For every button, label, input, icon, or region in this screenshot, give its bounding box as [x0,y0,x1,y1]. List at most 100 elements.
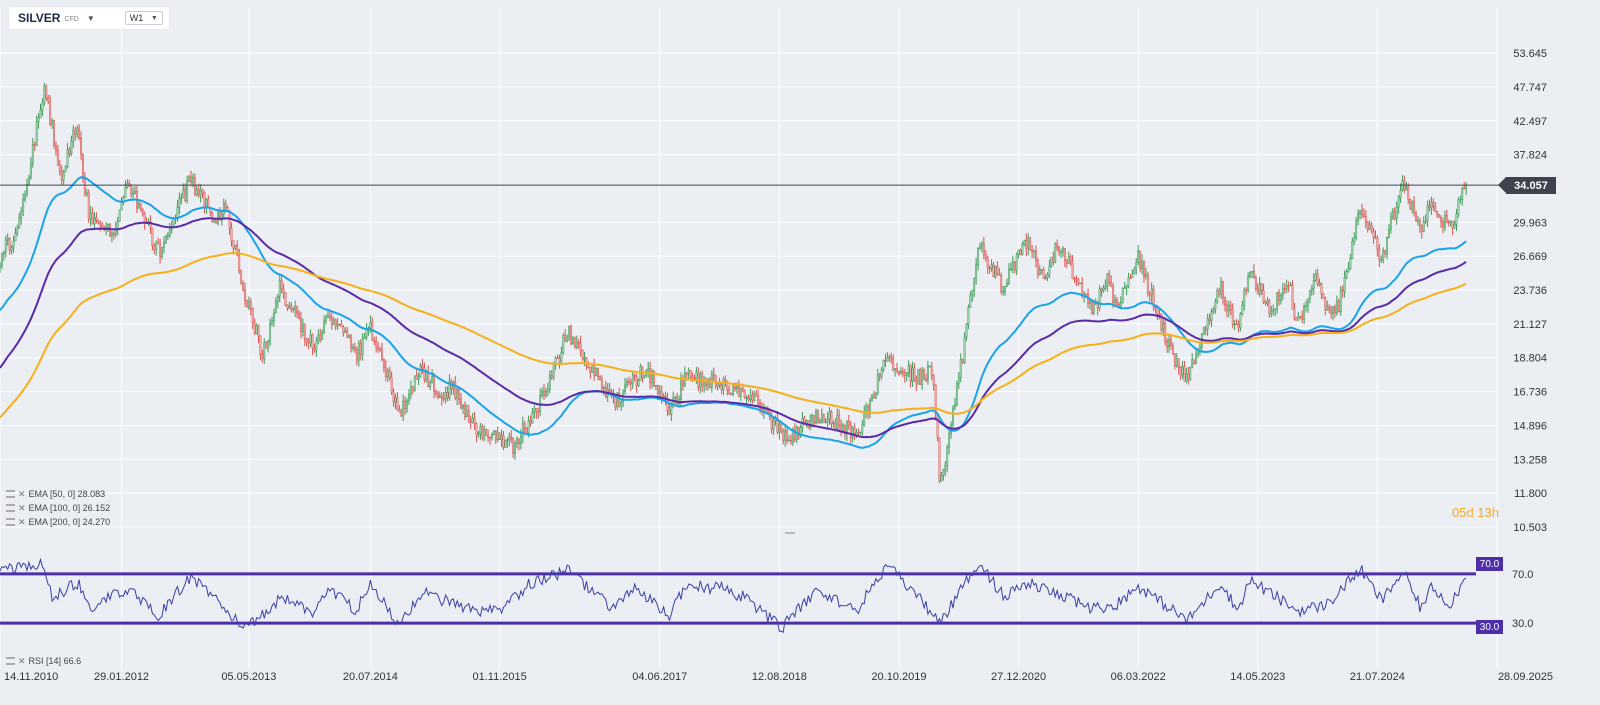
candle-body [494,431,497,441]
candle-body [1065,259,1068,264]
legend-ema-50[interactable]: ✕ EMA [50, 0] 28.083 [6,488,108,500]
candle-body [220,214,223,221]
candle-body [375,341,378,348]
candle-body [637,379,640,386]
rsi-level-30-tag: 30.0 [1476,620,1503,634]
candle-body [253,322,256,334]
candle-body [323,320,326,333]
candle-body [188,176,191,182]
candle-body [1258,283,1261,295]
settings-icon[interactable] [6,504,15,512]
candle-body [101,224,104,228]
candle-body [550,375,553,378]
legend-ema-100[interactable]: ✕ EMA [100, 0] 26.152 [6,502,113,514]
close-icon[interactable]: ✕ [18,488,26,499]
close-icon[interactable]: ✕ [18,516,26,527]
x-tick-label: 12.08.2018 [752,671,807,683]
chevron-down-icon[interactable]: ▼ [86,13,95,23]
candle-body [365,329,368,338]
candle-body [1150,288,1153,296]
candle-body [386,370,389,378]
candle-body [1033,250,1035,253]
candle-body [317,334,320,342]
candle-body [1193,359,1196,364]
candle-body [294,306,297,310]
settings-icon[interactable] [6,657,15,665]
candle-body [83,178,86,195]
candle-body [1416,220,1419,222]
candle-body [1326,306,1329,311]
candle-body [1320,282,1323,295]
candle-body [1019,249,1022,256]
candle-body [261,354,264,360]
candle-body [923,370,926,380]
candle-body [1058,246,1061,253]
candle-body [811,415,814,422]
legend-rsi[interactable]: ✕ RSI [14] 66.6 [6,655,84,667]
candle-body [1443,215,1446,228]
candle-body [1156,307,1159,315]
candle-body [558,357,561,363]
chevron-down-icon: ▼ [150,14,158,22]
candle-body [1025,240,1028,249]
candle-body [276,296,279,303]
candle-body [251,308,254,323]
candle-body [218,212,221,221]
candle-body [527,420,530,434]
close-icon[interactable]: ✕ [18,502,26,513]
candle-body [965,323,968,338]
candle-body [689,370,692,378]
settings-icon[interactable] [6,518,15,526]
candle-body [544,390,547,396]
candle-body [680,379,682,400]
candle-body [475,423,478,436]
candle-body [548,375,551,391]
candle-body [1007,269,1010,284]
candle-body [824,421,827,423]
candle-body [29,163,32,178]
settings-icon[interactable] [6,490,15,498]
candle-body [820,414,823,421]
candle-body [159,243,162,257]
symbol-name[interactable]: SILVER [18,11,61,25]
candle-body [284,292,287,306]
candle-body [332,319,335,325]
candle-body [1283,288,1286,290]
candle-body [838,415,841,426]
rsi-line [0,557,1467,634]
candle-body [440,395,443,399]
candle-body [994,265,997,278]
candlestick-series [0,82,1468,484]
candle-body [907,365,910,374]
candle-body [712,373,715,376]
timeframe-select[interactable]: W1 ▼ [124,11,163,25]
legend-ema-200[interactable]: ✕ EMA [200, 0] 24.270 [6,516,113,528]
candle-body [1135,262,1138,270]
candle-body [76,127,79,135]
candle-body [290,305,293,310]
candle-body [1287,285,1290,287]
candle-body [1295,317,1298,321]
candle-body [1056,243,1059,248]
candle-body [1171,345,1174,355]
candle-body [238,254,241,271]
candle-body [1121,287,1124,303]
candle-body [292,308,295,311]
y-tick-label: 13.258 [1513,454,1547,466]
close-icon[interactable]: ✕ [18,655,26,666]
candle-body [1046,274,1049,278]
candle-body [1243,289,1246,306]
candle-body [797,426,800,437]
candle-body [359,343,362,355]
candle-body [1393,210,1396,219]
candle-body [828,411,831,420]
candle-body [541,390,544,396]
candle-body [404,400,407,409]
candle-body [776,417,779,433]
candle-body [1195,354,1198,364]
candle-body [234,245,237,249]
candle-body [720,384,723,390]
candle-body [0,253,3,267]
candle-body [568,326,571,338]
